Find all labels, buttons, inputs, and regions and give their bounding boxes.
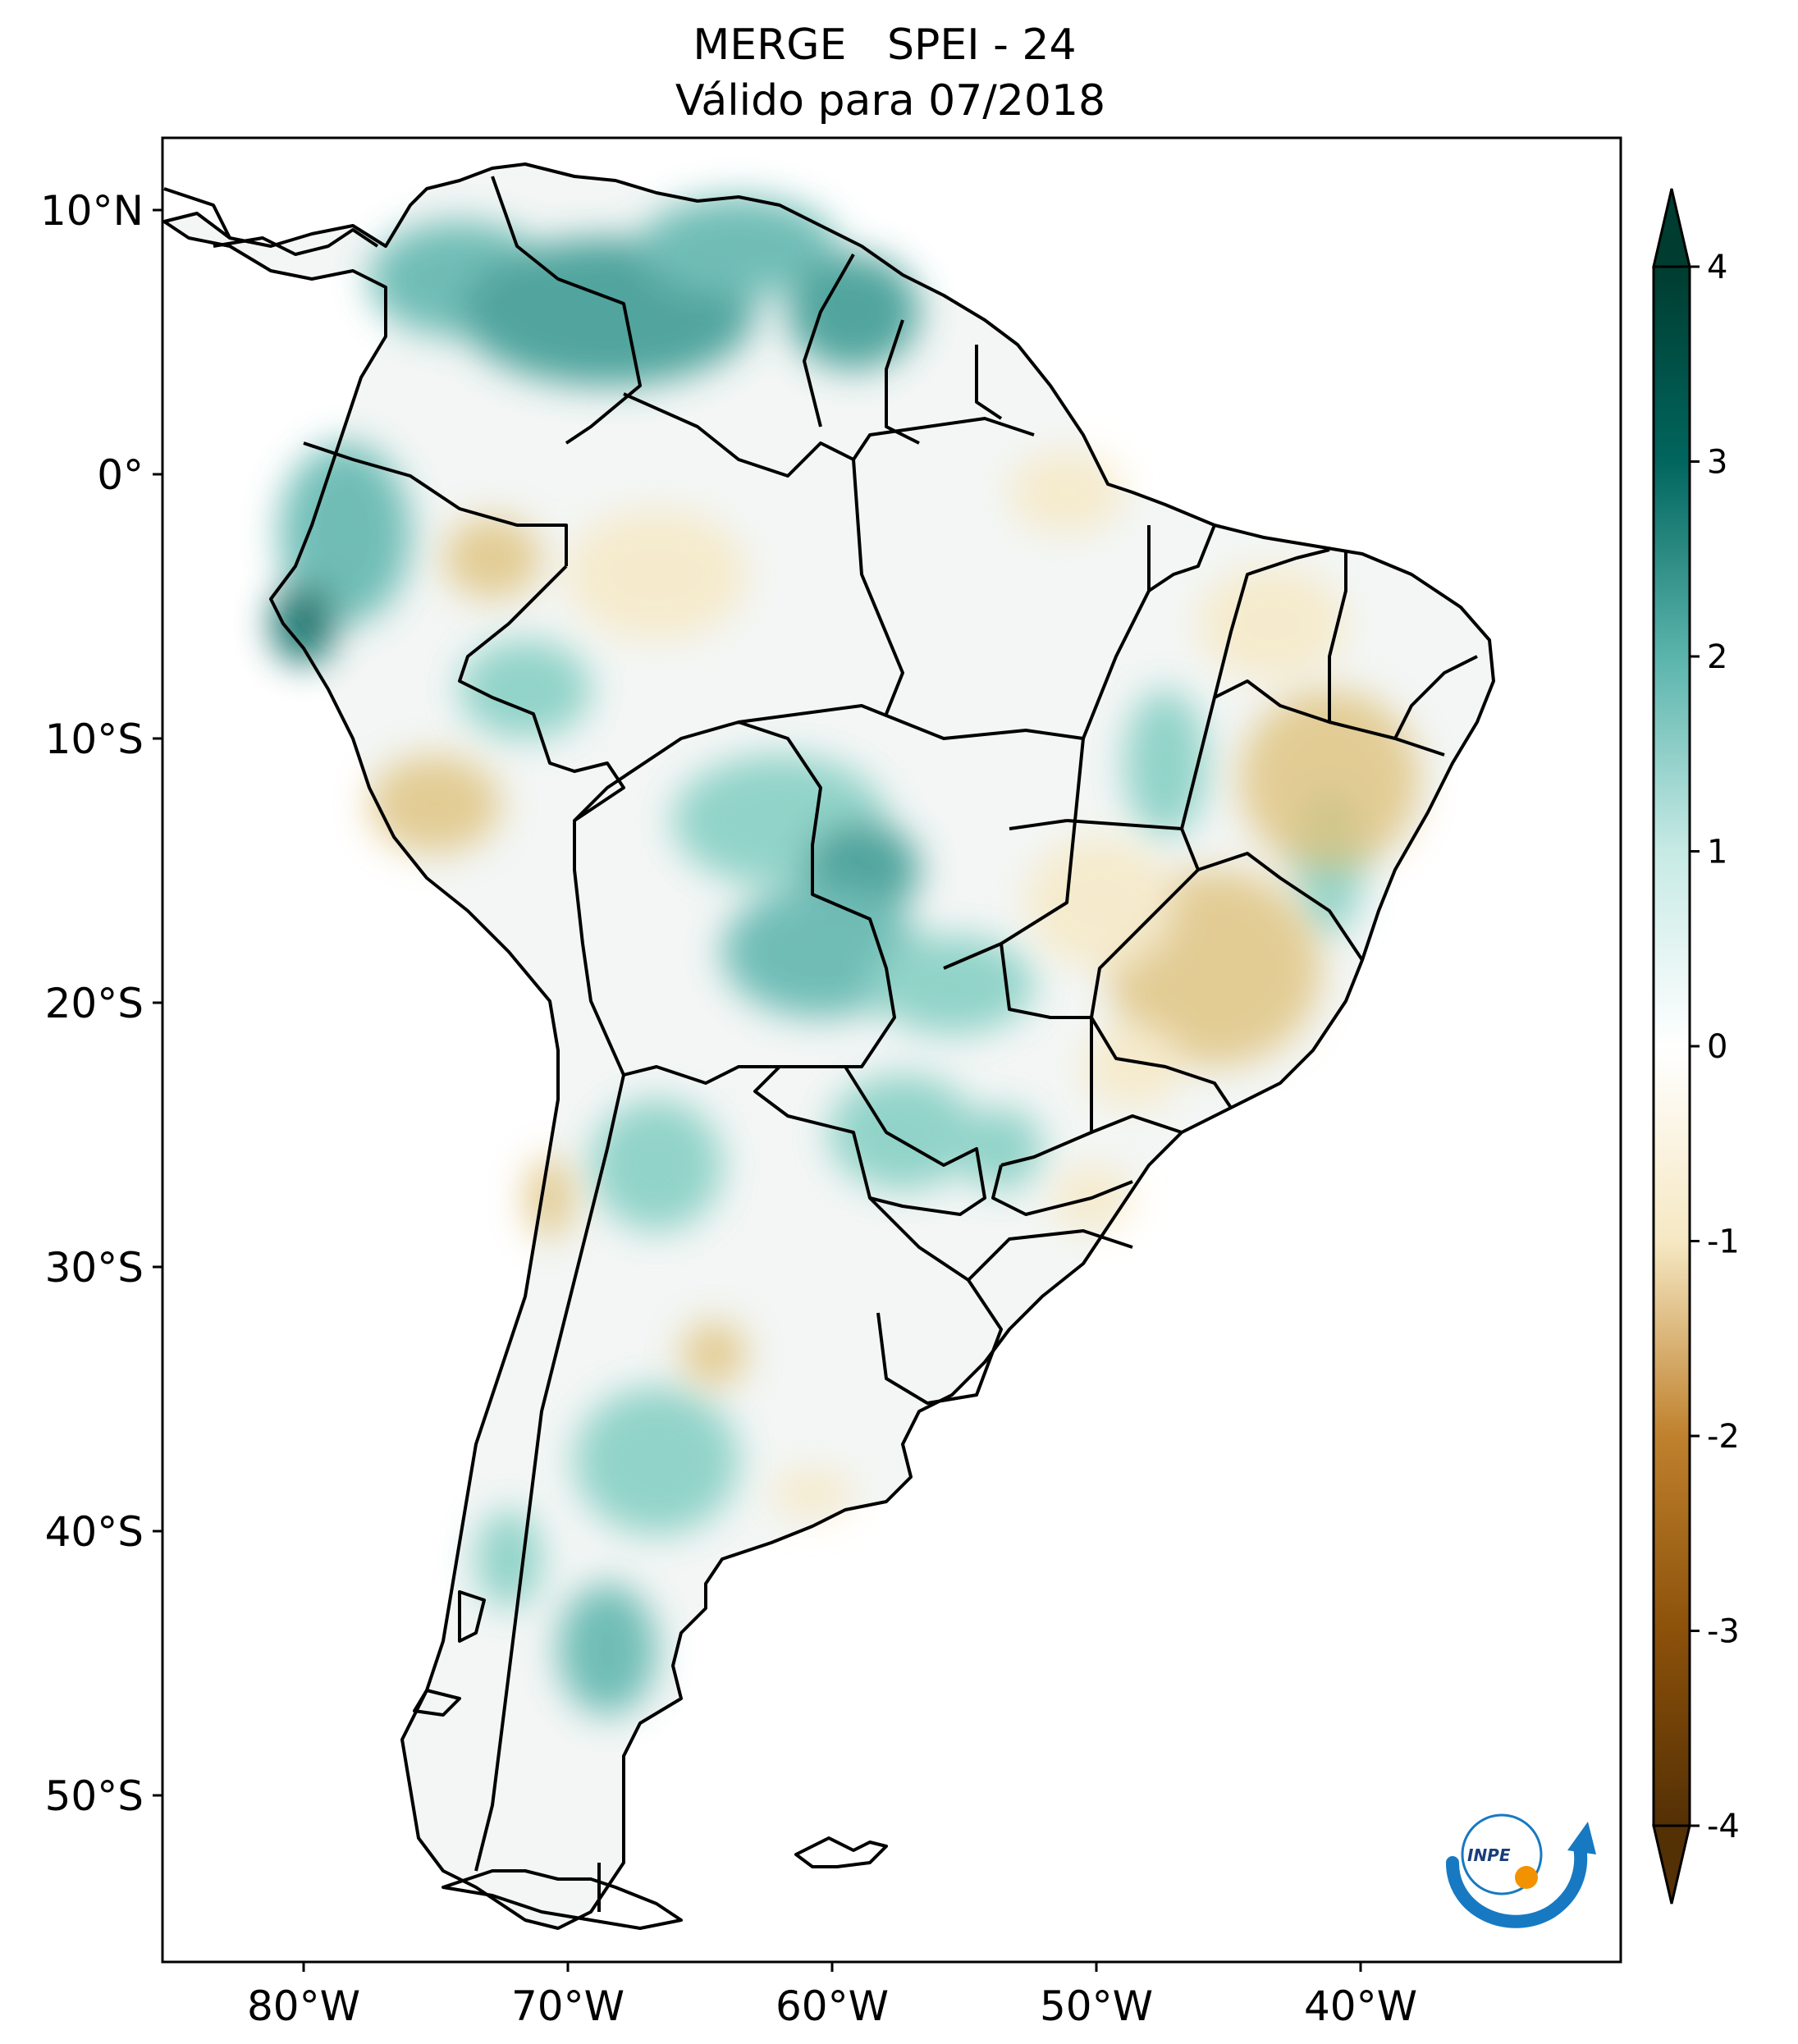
logo-arrow-icon [1567,1822,1596,1854]
lat-tick-label: 20°S [45,980,144,1027]
colorbar-tick-label: 4 [1707,249,1727,286]
colorbar-tick-label: 1 [1707,834,1727,871]
colorbar-tick-label: 0 [1707,1028,1727,1066]
colorbar-tick-label: -1 [1707,1223,1740,1261]
map-title-line2: Válido para 07/2018 [675,76,1105,126]
lat-tick-label: 30°S [45,1244,144,1292]
colorbar-tick-label: 2 [1707,638,1727,676]
colorbar-tick-label: -4 [1707,1808,1740,1845]
lon-tick-label: 60°W [775,1982,889,2030]
country-borders [162,162,1495,1930]
map-title-line1: MERGE SPEI - 24 [693,21,1076,70]
colorbar-extend-top [1652,188,1691,268]
colorbar-tick-label: 3 [1707,444,1727,482]
lat-tick-label: 0° [97,451,144,499]
logo-swoosh-icon [1446,1840,1588,1928]
lat-tick-label: 50°S [45,1772,144,1820]
lon-tick-label: 40°W [1304,1982,1417,2030]
logo-sun-icon [1515,1866,1538,1889]
lon-tick-label: 50°W [1040,1982,1153,2030]
latitude-ticks: 10°N 0° 10°S 20°S 30°S 40°S 50°S [40,187,162,1820]
logo-ring-icon [1461,1813,1543,1895]
south-america-landmass [164,164,1494,1928]
logo-text: INPE [1467,1845,1511,1865]
south-america-coastline [162,162,1495,1930]
lat-tick-label: 40°S [45,1508,144,1556]
colorbar: 4 3 2 1 0 -1 -2 -3 -4 [1652,188,1740,1905]
inpe-logo: INPE [1446,1813,1596,1928]
map-frame [161,136,1622,1964]
colorbar-tick-label: -3 [1707,1613,1740,1651]
colorbar-tick-label: -2 [1707,1418,1740,1456]
lon-tick-label: 70°W [511,1982,624,2030]
lon-tick-label: 80°W [247,1982,360,2030]
lat-tick-label: 10°N [40,187,144,235]
map-area [162,138,1621,1962]
lat-tick-label: 10°S [45,716,144,763]
longitude-ticks: 80°W 70°W 60°W 50°W 40°W [247,1962,1417,2030]
colorbar-extend-bottom [1652,1824,1691,1905]
colorbar-body [1652,265,1691,1827]
